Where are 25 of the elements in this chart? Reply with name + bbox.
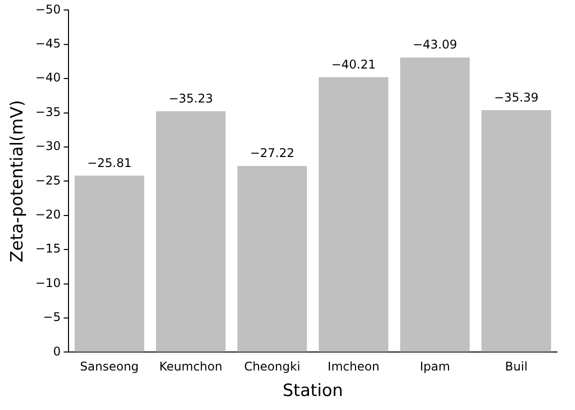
- y-tick-label: −5: [43, 310, 61, 324]
- y-tick-label: −20: [35, 208, 61, 222]
- y-tick-label: 0: [53, 344, 61, 358]
- y-tick-label: −30: [35, 139, 61, 154]
- y-tick-label: −25: [35, 173, 61, 188]
- data-label: −43.09: [412, 38, 458, 52]
- y-tick-label: −35: [35, 104, 61, 119]
- data-label: −25.81: [87, 156, 132, 170]
- data-label: −27.22: [250, 146, 294, 160]
- data-label: −35.23: [168, 91, 214, 106]
- data-label: −40.21: [331, 57, 376, 72]
- x-tick-label: Cheongki: [244, 360, 300, 374]
- x-tick-label: Keumchon: [159, 360, 222, 374]
- y-axis-title: Zeta-potential(mV): [8, 100, 28, 262]
- x-tick-label: Sanseong: [80, 360, 139, 374]
- x-tick-label: Ipam: [420, 360, 450, 374]
- y-tick-label: −40: [35, 70, 61, 85]
- x-axis-title: Station: [282, 381, 344, 402]
- data-label: −35.39: [494, 90, 539, 104]
- x-tick-label: Imcheon: [328, 360, 380, 374]
- y-tick-label: −10: [35, 276, 61, 290]
- y-tick-label: −45: [35, 36, 61, 51]
- x-tick-label: Buil: [505, 360, 528, 374]
- y-tick-label: −15: [35, 242, 61, 256]
- y-tick-label: −50: [35, 2, 61, 16]
